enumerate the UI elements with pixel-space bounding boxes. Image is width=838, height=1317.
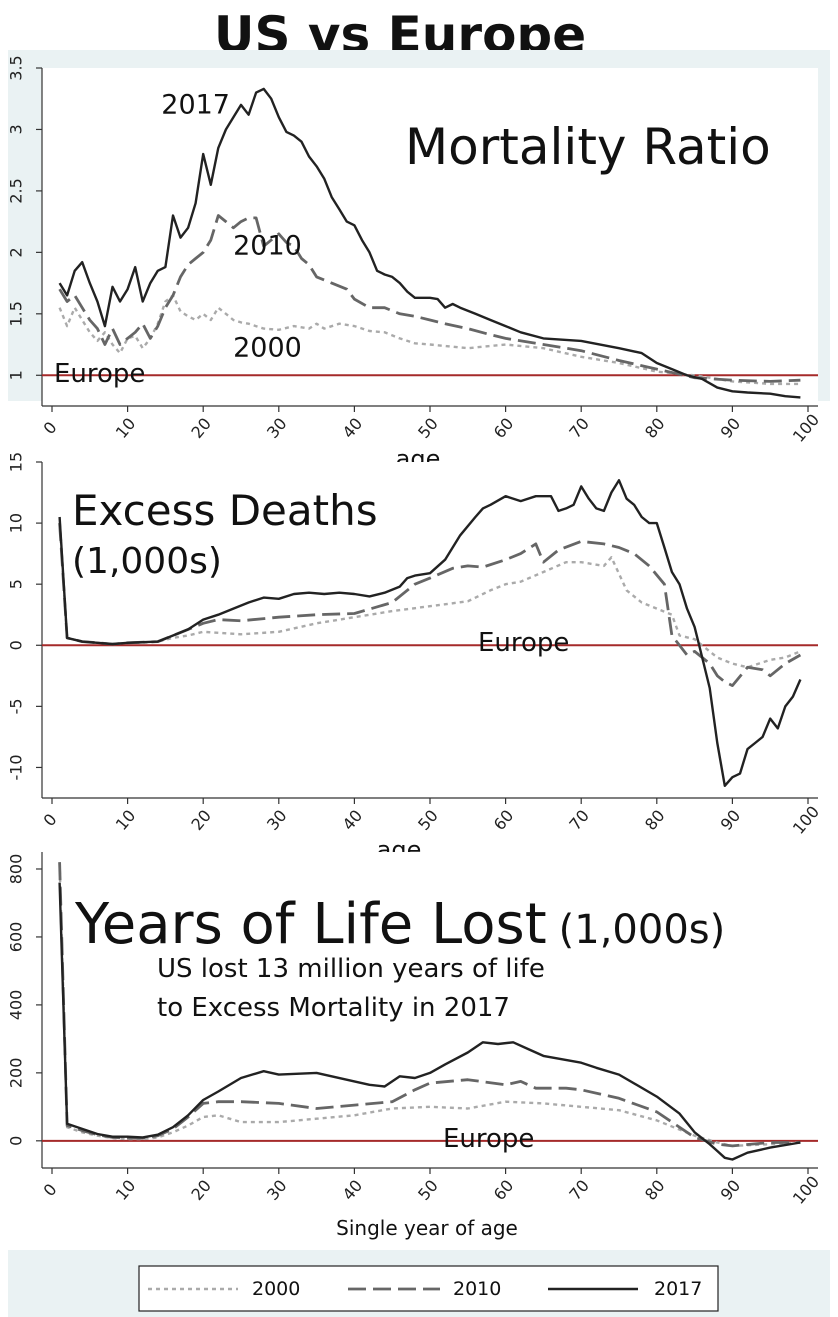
x-tick-label: 70 (565, 1176, 593, 1204)
europe-reference-label: Europe (478, 628, 569, 658)
y-tick-label: 1.5 (7, 301, 26, 326)
europe-reference-label: Europe (54, 359, 145, 389)
x-tick-label: 50 (414, 1176, 442, 1204)
series-line-2017 (58, 479, 802, 787)
x-axis-title: Single year of age (336, 1216, 518, 1240)
series-line-2017 (58, 87, 801, 399)
x-tick-label: 0 (39, 810, 60, 830)
x-tick-label: 30 (263, 1176, 291, 1204)
series-annotation-2010: 2010 (233, 231, 302, 262)
chart-panel-2: -10 -5 0 5 10 15 0 10 20 30 40 50 60 70 80 90 100 Europe E… (7, 452, 824, 864)
series-line-2000 (58, 294, 801, 386)
y-tick-label: 600 (7, 922, 26, 953)
x-tick-label: 10 (112, 806, 140, 834)
series-line-2010 (58, 862, 801, 1148)
y-tick-label: 1 (7, 370, 26, 380)
x-tick-label: 40 (339, 806, 367, 834)
x-tick-label: 100 (789, 802, 823, 838)
x-tick-label: 40 (339, 414, 367, 442)
legend: 2000 2010 2017 (8, 1250, 830, 1317)
x-tick-label: 80 (641, 806, 669, 834)
series-line-2000 (58, 523, 801, 669)
x-tick-label: 90 (717, 1176, 745, 1204)
x-tick-label: 70 (565, 414, 593, 442)
y-tick-label: 2 (7, 247, 26, 257)
x-tick-label: 90 (717, 414, 745, 442)
x-tick-label: 0 (39, 418, 60, 438)
x-tick-label: 100 (789, 410, 823, 446)
y-tick-label: 200 (7, 1058, 26, 1089)
x-tick-label: 60 (490, 414, 518, 442)
x-tick-label: 60 (490, 806, 518, 834)
x-tick-label: 80 (641, 1176, 669, 1204)
y-tick-label: 10 (7, 513, 26, 533)
x-tick-label: 30 (263, 806, 291, 834)
y-tick-label: 2.5 (7, 178, 26, 203)
y-tick-label: 0 (7, 640, 26, 650)
y-tick-label: -10 (7, 754, 26, 780)
panel-title: Years of Life Lost (1,000s) (74, 892, 725, 957)
x-tick-label: 60 (490, 1176, 518, 1204)
y-tick-label: 800 (7, 854, 26, 885)
x-tick-label: 30 (263, 414, 291, 442)
panel-subtitle: (1,000s) (72, 541, 222, 582)
x-tick-label: 40 (339, 1176, 367, 1204)
x-tick-label: 50 (414, 414, 442, 442)
panel-subtitle: (1,000s) (559, 907, 726, 953)
x-tick-label: 20 (187, 1176, 215, 1204)
series-annotation-2000: 2000 (233, 333, 302, 364)
x-tick-label: 20 (187, 806, 215, 834)
series-line-2000 (58, 862, 801, 1148)
series-annotation-2017: 2017 (161, 89, 230, 120)
legend-label-2000: 2000 (252, 1278, 300, 1300)
panel-title-main: Years of Life Lost (74, 892, 547, 957)
europe-reference-label: Europe (443, 1124, 534, 1154)
y-tick-label: 0 (7, 1136, 26, 1146)
plot-area (42, 68, 818, 406)
annotation-note-line1: US lost 13 million years of life (157, 954, 545, 984)
series-line-2010 (58, 214, 801, 383)
x-tick-label: 20 (187, 414, 215, 442)
legend-label-2017: 2017 (654, 1278, 702, 1300)
x-tick-label: 70 (565, 806, 593, 834)
series-line-2017 (58, 882, 801, 1161)
y-tick-label: 15 (7, 452, 26, 472)
y-tick-label: -5 (7, 698, 26, 714)
chart-panel-3: 0 200 400 600 800 0 10 20 30 40 50 60 70 80 90 100 Europ… (7, 852, 823, 1240)
annotation-note-line2: to Excess Mortality in 2017 (157, 993, 510, 1023)
x-tick-label: 10 (112, 414, 140, 442)
x-tick-label: 10 (112, 1176, 140, 1204)
chart-panel-1: 1 1.5 2 2.5 3 3.5 0 10 20 30 40 50 60 70 80 90 100 Europe… (7, 50, 830, 473)
y-tick-label: 400 (7, 990, 26, 1021)
x-tick-label: 100 (789, 1172, 823, 1208)
legend-label-2010: 2010 (453, 1278, 501, 1300)
x-tick-label: 50 (414, 806, 442, 834)
y-tick-label: 3.5 (7, 55, 26, 80)
plot-area (42, 462, 818, 798)
panel-title: Excess Deaths (72, 486, 378, 535)
y-tick-label: 5 (7, 579, 26, 589)
x-tick-label: 90 (717, 806, 745, 834)
plot-area (42, 852, 818, 1168)
y-tick-label: 3 (7, 124, 26, 134)
x-tick-label: 0 (39, 1180, 60, 1200)
panel-title: Mortality Ratio (405, 118, 771, 176)
x-tick-label: 80 (641, 414, 669, 442)
